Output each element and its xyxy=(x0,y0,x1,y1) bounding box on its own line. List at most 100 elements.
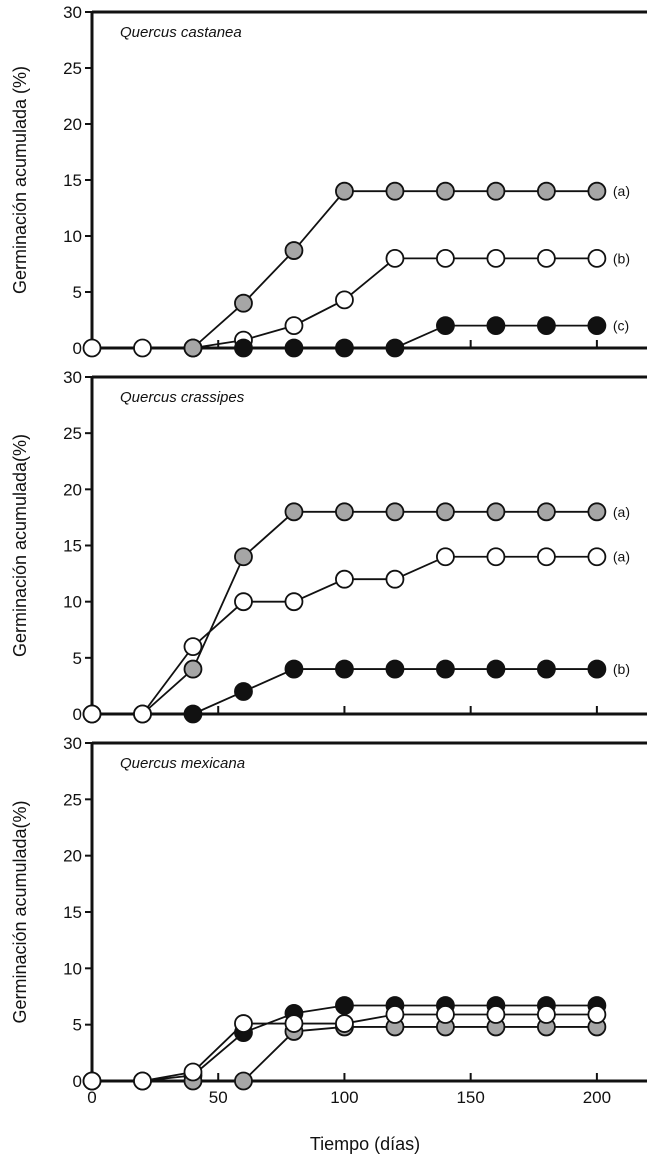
data-point xyxy=(436,1005,455,1024)
data-point xyxy=(234,592,253,612)
panel-title: Quercus crassipes xyxy=(120,389,245,406)
data-point xyxy=(385,1005,405,1024)
data-point xyxy=(537,1005,556,1024)
y-tick-label: 5 xyxy=(73,1016,82,1035)
y-tick-label: 10 xyxy=(63,959,82,978)
y-tick-label: 0 xyxy=(73,339,82,358)
data-point xyxy=(133,704,152,724)
series-line xyxy=(192,190,597,349)
y-tick-label: 5 xyxy=(73,649,82,668)
data-point xyxy=(385,248,405,268)
x-tick-label: 150 xyxy=(456,1088,484,1107)
data-point xyxy=(436,181,455,201)
x-tick-label: 200 xyxy=(583,1088,611,1107)
y-axis-title: Germinación acumulada(%) xyxy=(10,434,30,657)
data-point xyxy=(335,181,354,201)
data-point xyxy=(385,181,405,201)
data-point xyxy=(234,1014,253,1033)
data-point xyxy=(335,290,354,310)
group-label: (a) xyxy=(613,504,630,520)
data-point xyxy=(385,659,405,679)
data-point xyxy=(234,338,253,358)
data-point xyxy=(284,659,304,679)
series-2: (c) xyxy=(234,316,629,358)
data-point xyxy=(537,547,556,567)
data-point xyxy=(436,547,455,567)
data-point xyxy=(335,659,354,679)
panel-3: 0 5 10 15 20 25 30 0 50 100 150 200 Quercus mexicana… xyxy=(10,734,647,1154)
panel-2: 0 5 10 15 20 25 30 Quercus crassipes Germinación… xyxy=(10,368,647,724)
data-point xyxy=(537,316,556,336)
y-tick-label: 30 xyxy=(63,734,82,753)
y-axis-title: Germinación acumulada (%) xyxy=(10,66,30,294)
data-point xyxy=(133,1071,152,1091)
y-tick-label: 20 xyxy=(63,115,82,134)
data-point xyxy=(537,659,556,679)
data-point xyxy=(587,547,607,567)
data-point xyxy=(234,1071,253,1091)
y-tick-label: 10 xyxy=(63,227,82,246)
data-point xyxy=(335,502,354,522)
data-point xyxy=(284,316,304,336)
series-2: (a) xyxy=(82,547,630,724)
data-point xyxy=(486,181,506,201)
group-label: (a) xyxy=(613,549,630,565)
data-point xyxy=(486,248,506,268)
y-tick-label: 10 xyxy=(63,593,82,612)
data-point xyxy=(335,569,354,589)
data-point xyxy=(436,316,455,336)
data-point xyxy=(587,248,607,268)
data-point xyxy=(587,181,607,201)
group-label: (b) xyxy=(613,661,630,677)
data-point xyxy=(537,502,556,522)
data-point xyxy=(284,502,304,522)
data-point xyxy=(234,682,253,701)
y-tick-label: 25 xyxy=(63,59,82,78)
data-point xyxy=(587,1005,607,1024)
data-point xyxy=(537,181,556,201)
data-point xyxy=(183,338,203,358)
data-point xyxy=(486,659,506,679)
group-label: (b) xyxy=(613,250,630,266)
data-point xyxy=(436,659,455,679)
data-point xyxy=(486,502,506,522)
y-tick-label: 25 xyxy=(63,424,82,443)
panel-1: 0 5 10 15 20 25 30 Quercus castanea Germinación … xyxy=(10,3,647,358)
panel-title: Quercus mexicana xyxy=(120,755,245,772)
y-tick-label: 30 xyxy=(63,3,82,22)
data-point xyxy=(385,338,405,358)
y-axis-title: Germinación acumulada(%) xyxy=(10,800,30,1023)
data-point xyxy=(486,1005,506,1024)
data-point xyxy=(587,316,607,336)
data-point xyxy=(486,547,506,567)
data-point xyxy=(587,502,607,522)
y-tick-label: 25 xyxy=(63,790,82,809)
data-point xyxy=(537,248,556,268)
series-1: (b) xyxy=(82,248,630,358)
x-axis-title: Tiempo (días) xyxy=(310,1134,420,1154)
data-point xyxy=(385,569,405,589)
data-point xyxy=(335,338,354,358)
series-line xyxy=(92,510,597,715)
data-point xyxy=(335,996,354,1015)
group-label: (c) xyxy=(613,318,629,334)
data-point xyxy=(82,338,102,358)
y-tick-label: 20 xyxy=(63,847,82,866)
data-point xyxy=(183,637,203,656)
y-tick-label: 0 xyxy=(73,705,82,724)
y-tick-label: 15 xyxy=(63,537,82,556)
data-point xyxy=(284,338,304,358)
data-point xyxy=(82,1071,102,1091)
data-point xyxy=(284,592,304,612)
data-point xyxy=(183,659,203,679)
data-point xyxy=(385,502,405,522)
series-3: (b) xyxy=(183,659,630,724)
series-3: (a) xyxy=(183,181,630,358)
data-point xyxy=(183,1062,203,1082)
data-point xyxy=(436,502,455,522)
series-1: (a) xyxy=(82,502,630,724)
data-point xyxy=(234,547,253,567)
data-point xyxy=(284,1014,304,1033)
data-point xyxy=(82,704,102,724)
